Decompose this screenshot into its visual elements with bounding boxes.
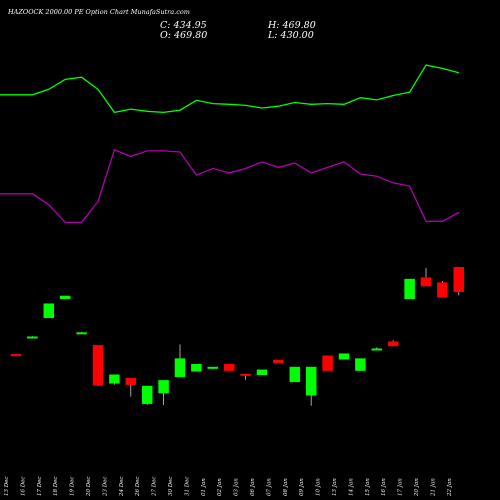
candle-body: [27, 336, 38, 339]
candle-body: [387, 341, 399, 347]
low-readout: L: 430.00: [268, 30, 314, 41]
candle-body: [256, 369, 268, 376]
x-tick-label: 27 Dec: [152, 477, 158, 498]
candle-body: [240, 373, 251, 376]
candle-body: [174, 358, 186, 378]
x-tick-label: 08 Jan: [283, 478, 289, 496]
x-tick-label: 30 Dec: [168, 477, 174, 497]
x-tick-label: 10 Jan: [316, 478, 322, 496]
x-tick-label: 23 Dec: [102, 477, 108, 498]
candle-body: [437, 282, 448, 298]
x-tick-label: 17 Dec: [37, 477, 43, 497]
x-tick-label: 02 Jan: [217, 478, 223, 496]
x-tick-label: 09 Jan: [299, 478, 305, 496]
x-tick-label: 22 Jan: [447, 478, 453, 497]
candle-body: [207, 366, 219, 369]
x-tick-label: 18 Dec: [53, 477, 59, 497]
x-tick-label: 14 Jan: [348, 478, 354, 496]
candle-body: [191, 363, 202, 372]
candle-body: [109, 374, 120, 384]
x-tick-label: 20 Jan: [414, 478, 420, 497]
x-tick-label: 06 Jan: [250, 478, 256, 496]
x-tick-label: 03 Jan: [234, 478, 240, 496]
x-tick-label: 13 Jan: [332, 478, 338, 496]
candle-body: [223, 363, 235, 371]
x-tick-label: 16 Jan: [381, 478, 387, 496]
candle-body: [322, 355, 333, 371]
close-readout: C: 434.95: [160, 20, 207, 31]
high-readout: H: 469.80: [268, 20, 316, 31]
candle-body: [305, 366, 317, 396]
candle-body: [371, 348, 383, 351]
candle-body: [453, 267, 465, 293]
candle-body: [338, 353, 350, 360]
lower-band-line: [0, 148, 460, 224]
candle-body: [141, 385, 153, 404]
candle-body: [10, 354, 22, 357]
x-tick-label: 24 Dec: [119, 477, 125, 498]
open-readout: O: 469.80: [160, 30, 208, 41]
upper-band-line: [0, 64, 459, 114]
x-tick-label: 17 Jan: [398, 478, 404, 496]
x-tick-label: 26 Dec: [135, 477, 141, 498]
x-tick-label: 21 Jan: [430, 478, 436, 497]
x-tick-label: 20 Dec: [86, 477, 92, 498]
candle-body: [158, 380, 169, 394]
x-tick-label: 16 Dec: [20, 477, 26, 497]
candle-body: [355, 358, 366, 371]
candle-body: [76, 332, 87, 335]
candle-body: [289, 366, 301, 383]
candle-body: [420, 277, 432, 287]
chart-title: HAZOOCK 2000.00 PE Option Chart MunafaSu…: [8, 8, 190, 16]
x-tick-label: 07 Jan: [266, 478, 272, 496]
candle-body: [59, 295, 71, 300]
candle-body: [92, 344, 104, 386]
candle-body: [125, 378, 137, 385]
candle-body: [43, 303, 55, 319]
x-tick-label: 31 Dec: [184, 477, 190, 497]
candle-body: [273, 359, 284, 364]
x-tick-label: 19 Dec: [70, 477, 76, 497]
x-tick-label: 15 Jan: [365, 478, 371, 496]
x-tick-label: 13 Dec: [4, 477, 10, 497]
x-tick-label: 01 Jan: [201, 478, 207, 496]
candle-body: [404, 278, 415, 300]
